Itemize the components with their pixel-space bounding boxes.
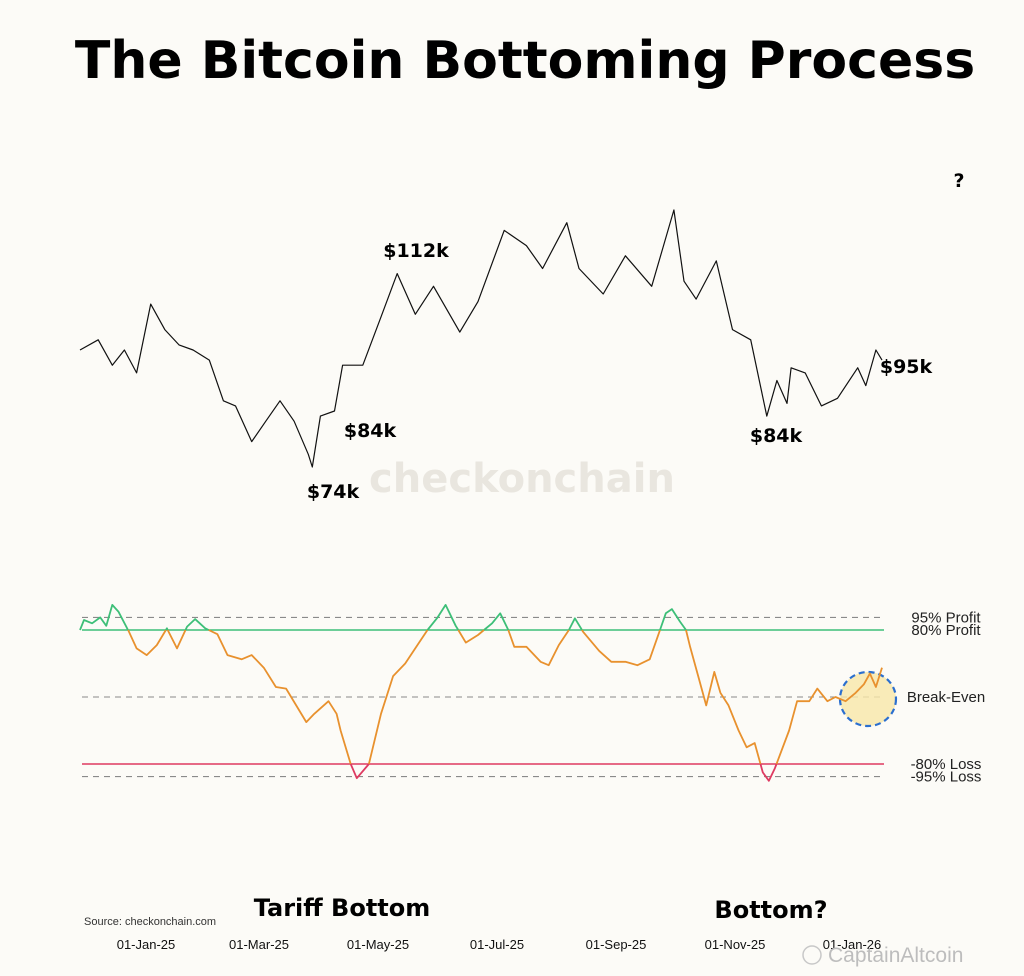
oscillator-series [79, 604, 883, 782]
reference-label-4: -95% Loss [911, 769, 982, 786]
x-tick-label-0: 01-Jan-25 [117, 937, 176, 952]
oscillator-segment-1 [127, 629, 167, 656]
highlight-circle [838, 670, 898, 728]
oscillator-segment-16 [759, 763, 778, 782]
credit-logo-icon [802, 945, 822, 965]
oscillator-segment-0 [79, 604, 129, 631]
reference-label-2: Break-Even [907, 689, 985, 706]
oscillator-segment-11 [507, 629, 570, 667]
oscillator-segment-3 [166, 629, 187, 650]
x-tick-label-2: 01-May-25 [347, 937, 409, 952]
oscillator-segment-8 [426, 604, 460, 631]
annotation-question: ? [953, 170, 964, 192]
oscillator-segment-15 [685, 629, 762, 765]
annotation-price-84k-low: $84k [750, 425, 803, 447]
annotation-price-74k-low: $74k [307, 481, 360, 503]
oscillator-segment-14 [659, 608, 687, 631]
zone-label-bottom-question: Bottom? [714, 896, 827, 924]
chart-title: The Bitcoin Bottoming Process [75, 31, 975, 91]
oscillator-segment-12 [568, 617, 583, 631]
x-tick-label-6: 01-Jan-26 [823, 937, 882, 952]
oscillator-segment-6 [349, 763, 370, 780]
x-tick-label-4: 01-Sep-25 [586, 937, 647, 952]
oscillator-segment-17 [775, 667, 883, 765]
x-axis-ticks: 01-Jan-25 01-Mar-25 01-May-25 01-Jul-25 01-S… [117, 937, 882, 952]
oscillator-segment-9 [457, 629, 485, 644]
source-note: Source: checkonchain.com [84, 916, 216, 928]
credit-text: CaptainAltcoin [828, 944, 963, 967]
watermark: checkonchain [369, 456, 675, 502]
annotation-price-high: $112k [383, 240, 449, 262]
oscillator-segment-10 [483, 612, 510, 631]
reference-label-1: 80% Profit [911, 622, 981, 639]
annotation-price-current: $95k [880, 356, 933, 378]
oscillator-segment-2 [165, 627, 169, 631]
x-tick-label-3: 01-Jul-25 [470, 937, 524, 952]
oscillator-segment-7 [368, 629, 429, 765]
oscillator-segment-4 [184, 618, 210, 631]
oscillator-segment-13 [581, 629, 661, 667]
oscillator-segment-5 [208, 629, 352, 765]
price-series [79, 209, 883, 468]
credit-watermark: CaptainAltcoin [802, 944, 963, 967]
reference-label-3: -80% Loss [911, 756, 982, 773]
x-tick-label-1: 01-Mar-25 [229, 937, 289, 952]
zone-label-tariff-bottom: Tariff Bottom [254, 894, 431, 922]
price-line [79, 209, 883, 468]
break-even-highlight [838, 670, 898, 728]
reference-label-0: 95% Profit [911, 609, 981, 626]
x-tick-label-5: 01-Nov-25 [705, 937, 766, 952]
annotation-price-84k-rebound: $84k [344, 420, 397, 442]
